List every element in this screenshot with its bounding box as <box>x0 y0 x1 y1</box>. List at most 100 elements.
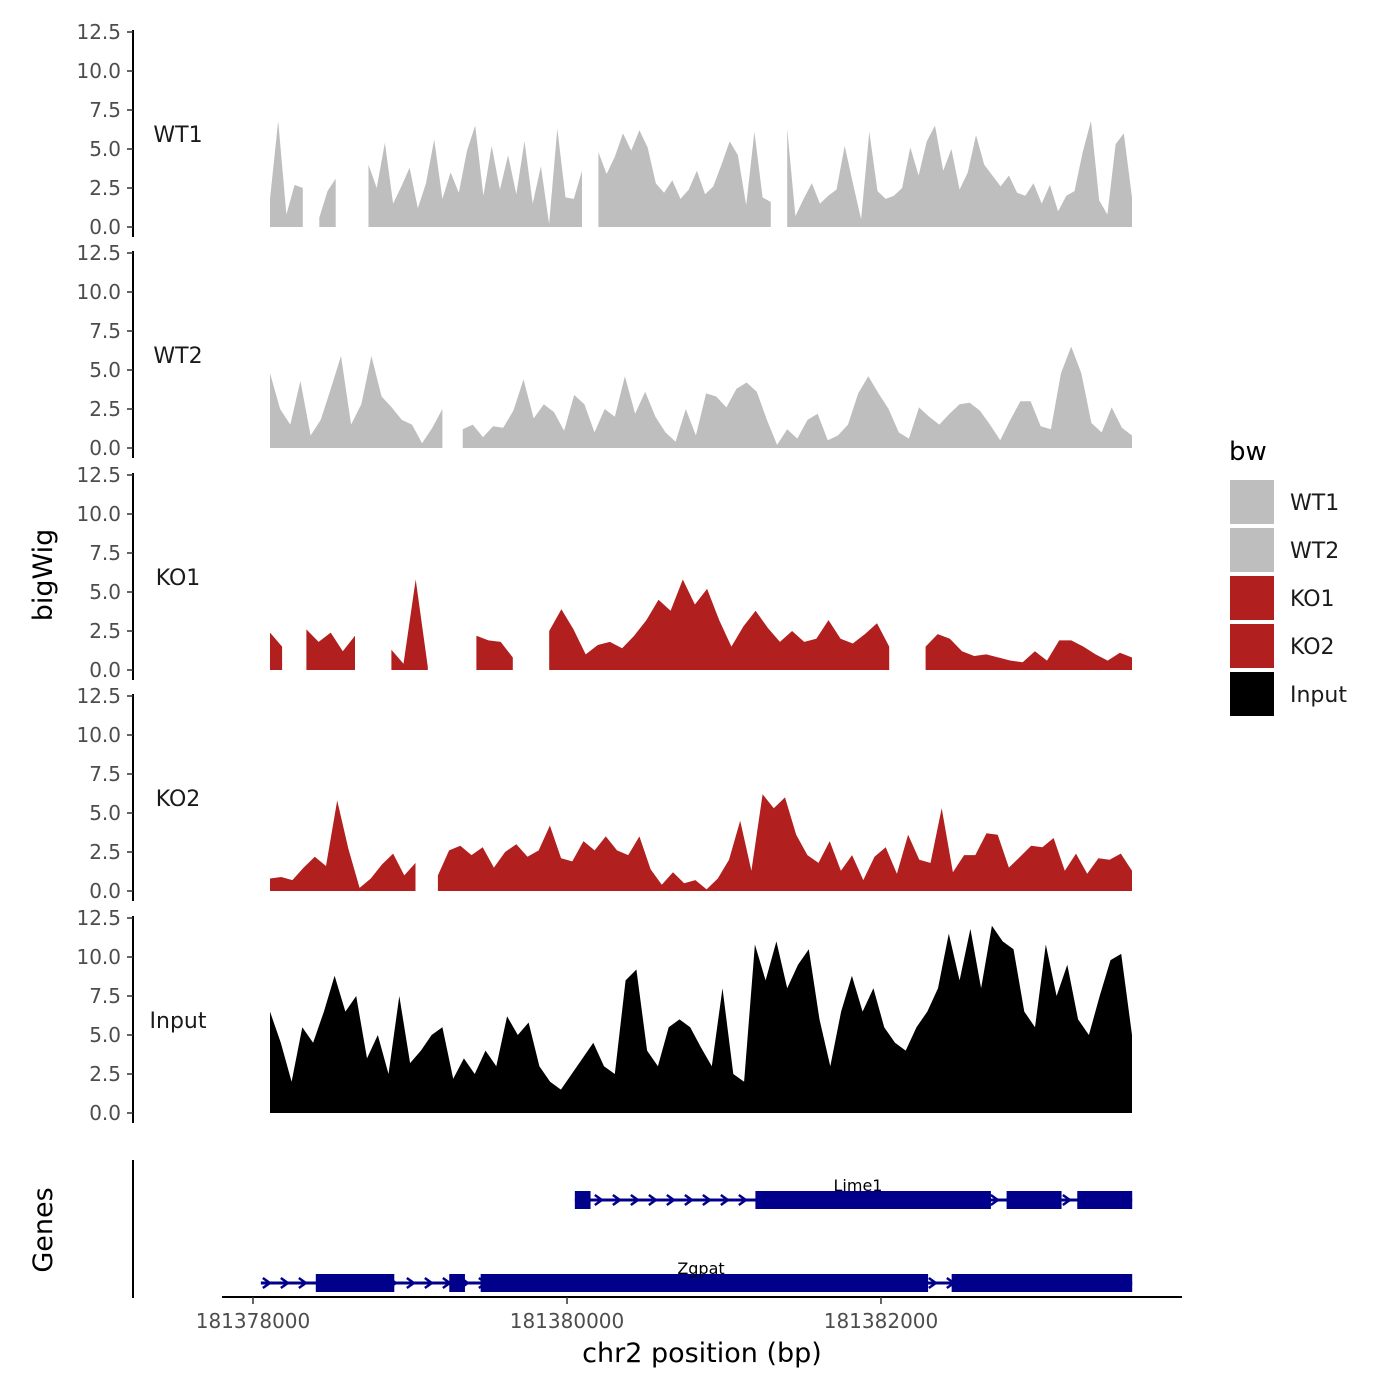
track-label: Input <box>150 1009 207 1034</box>
y-tick-label: 2.5 <box>89 1062 121 1086</box>
strand-arrow <box>666 1193 677 1207</box>
strand-arrow <box>424 1276 435 1290</box>
legend-label: KO2 <box>1290 635 1335 660</box>
track-ko1: 0.0 2.5 5.0 7.5 10.0 12.5 KO1 <box>76 463 1132 682</box>
strand-arrow <box>648 1193 659 1207</box>
signal-area-ko2 <box>270 794 1132 891</box>
y-tick-label: 5.0 <box>89 580 121 604</box>
y-tick-label: 5.0 <box>89 1023 121 1047</box>
signal-area-ko1 <box>270 579 1132 670</box>
y-tick-label: 2.5 <box>89 176 121 200</box>
y-tick-label: 12.5 <box>76 906 121 930</box>
y-tick-label: 5.0 <box>89 358 121 382</box>
y-tick-label: 2.5 <box>89 619 121 643</box>
strand-arrow <box>280 1276 291 1290</box>
track-wt2: 0.0 2.5 5.0 7.5 10.0 12.5 WT2 <box>76 241 1132 460</box>
legend-item-wt2: WT2 <box>1230 528 1339 572</box>
y-tick-label: 7.5 <box>89 762 121 786</box>
legend-item-ko2: KO2 <box>1230 624 1335 668</box>
gene-label: Zgpat <box>677 1259 724 1278</box>
gene-exon <box>959 1191 991 1209</box>
x-axis-title: chr2 position (bp) <box>582 1338 822 1369</box>
y-tick-label: 7.5 <box>89 541 121 565</box>
legend: bw WT1 WT2 KO1 KO2 Input <box>1229 437 1347 716</box>
signal-area-wt2 <box>270 346 1132 448</box>
legend-title: bw <box>1229 437 1267 467</box>
y-tick-label: 10.0 <box>76 280 121 304</box>
y-tick-label: 7.5 <box>89 319 121 343</box>
strand-arrow <box>702 1193 713 1207</box>
x-tick-label: 181380000 <box>510 1309 625 1333</box>
y-tick-label: 0.0 <box>89 658 121 682</box>
legend-label: KO1 <box>1290 587 1335 612</box>
x-tick-label: 181378000 <box>196 1309 311 1333</box>
y-tick-label: 5.0 <box>89 801 121 825</box>
gene-exon <box>951 1274 1133 1292</box>
y-tick-label: 12.5 <box>76 463 121 487</box>
x-axis: 181378000 181380000 181382000 <box>196 1296 1182 1333</box>
y-tick-label: 0.0 <box>89 436 121 460</box>
strand-arrow <box>406 1276 417 1290</box>
y-tick-label: 10.0 <box>76 502 121 526</box>
track-wt1: 0.0 2.5 5.0 7.5 10.0 12.5 WT1 <box>76 20 1132 239</box>
signal-area-input <box>270 925 1132 1113</box>
gene-exon <box>449 1274 465 1292</box>
x-tick-label: 181382000 <box>824 1309 939 1333</box>
strand-arrow <box>1062 1193 1073 1207</box>
y-tick-label: 2.5 <box>89 840 121 864</box>
legend-label: Input <box>1290 683 1347 708</box>
gene-zgpat: Zgpat <box>260 1259 1133 1292</box>
track-label: KO2 <box>156 787 201 812</box>
y-tick-label: 7.5 <box>89 98 121 122</box>
gene-lime1: Lime1 <box>574 1176 1133 1209</box>
legend-item-input: Input <box>1230 672 1347 716</box>
genes-panel: Lime1 Zgpat <box>132 1160 1133 1298</box>
y-tick-label: 12.5 <box>76 20 121 44</box>
y-tick-label: 5.0 <box>89 137 121 161</box>
y-tick-label: 0.0 <box>89 215 121 239</box>
strand-arrow <box>720 1193 731 1207</box>
legend-swatch <box>1230 672 1274 716</box>
strand-arrow <box>298 1276 309 1290</box>
track-label: WT2 <box>153 344 202 369</box>
legend-swatch <box>1230 624 1274 668</box>
legend-item-ko1: KO1 <box>1230 576 1335 620</box>
signal-area-wt1 <box>270 120 1132 227</box>
gene-exon <box>1006 1191 1062 1209</box>
strand-arrow <box>990 1193 1001 1207</box>
strand-arrow <box>262 1276 273 1290</box>
y-axis-title: bigWig <box>28 529 59 622</box>
gene-exon <box>480 1274 929 1292</box>
y-tick-label: 10.0 <box>76 945 121 969</box>
legend-swatch <box>1230 576 1274 620</box>
gene-label: Lime1 <box>834 1176 883 1195</box>
strand-arrow <box>684 1193 695 1207</box>
y-tick-label: 12.5 <box>76 684 121 708</box>
strand-arrow <box>594 1193 605 1207</box>
y-tick-label: 12.5 <box>76 241 121 265</box>
y-tick-label: 0.0 <box>89 1101 121 1125</box>
y-tick-label: 0.0 <box>89 879 121 903</box>
strand-arrow <box>928 1276 939 1290</box>
y-tick-label: 7.5 <box>89 984 121 1008</box>
tracks-group: 0.0 2.5 5.0 7.5 10.0 12.5 WT1 0.0 2.5 5.0 7.5 10.0 1… <box>76 20 1132 1125</box>
gene-exon <box>755 1191 960 1209</box>
genes-axis-title: Genes <box>28 1187 59 1272</box>
legend-swatch <box>1230 528 1274 572</box>
legend-swatch <box>1230 480 1274 524</box>
track-ko2: 0.0 2.5 5.0 7.5 10.0 12.5 KO2 <box>76 684 1132 903</box>
track-label: WT1 <box>153 123 202 148</box>
gene-exon <box>315 1274 395 1292</box>
gene-exon <box>1077 1191 1133 1209</box>
legend-item-wt1: WT1 <box>1230 480 1339 524</box>
strand-arrow <box>612 1193 623 1207</box>
y-tick-label: 2.5 <box>89 397 121 421</box>
strand-arrow <box>630 1193 641 1207</box>
track-label: KO1 <box>156 566 201 591</box>
track-input: 0.0 2.5 5.0 7.5 10.0 12.5 Input <box>76 906 1132 1125</box>
legend-label: WT1 <box>1290 491 1339 516</box>
y-tick-label: 10.0 <box>76 59 121 83</box>
strand-arrow <box>738 1193 749 1207</box>
y-tick-label: 10.0 <box>76 723 121 747</box>
